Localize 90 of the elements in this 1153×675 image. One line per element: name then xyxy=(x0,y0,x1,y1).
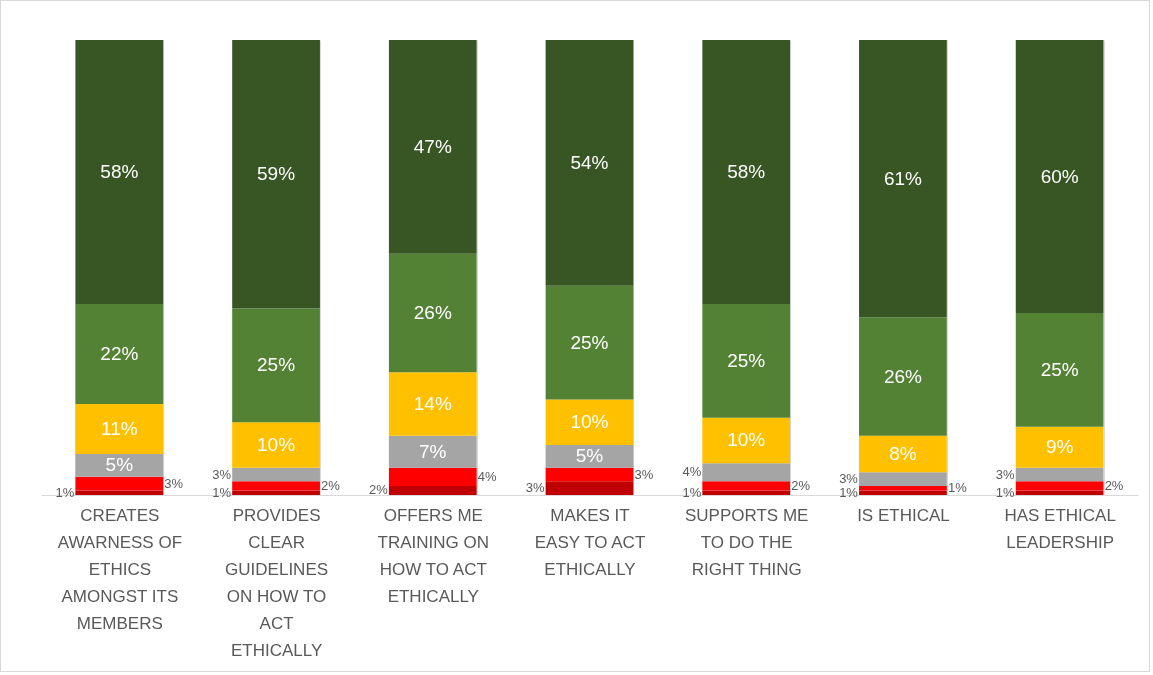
data-label: 8% xyxy=(889,443,917,465)
data-label: 26% xyxy=(883,365,923,387)
data-label: 11% xyxy=(101,418,138,440)
bar xyxy=(388,40,477,254)
bar xyxy=(232,308,320,423)
bar xyxy=(75,490,164,495)
bar xyxy=(702,490,791,495)
data-label: 2% xyxy=(791,477,811,493)
bar xyxy=(232,481,320,491)
bar xyxy=(859,317,947,436)
data-label: 54% xyxy=(570,151,609,173)
x-tick-label: PROVIDES CLEAR GUIDELINES ON HOW TO ACT ETHICALLY xyxy=(225,505,329,660)
bar xyxy=(232,422,320,468)
bar xyxy=(859,472,947,486)
data-label: 10% xyxy=(570,411,609,433)
data-label: 3% xyxy=(839,471,859,487)
bar xyxy=(702,463,791,482)
data-label: 47% xyxy=(413,135,452,157)
data-label: 61% xyxy=(883,167,923,189)
bar xyxy=(545,399,634,445)
bar xyxy=(1015,313,1104,427)
data-label: 2% xyxy=(321,477,341,493)
bar xyxy=(75,476,164,491)
data-label: 4% xyxy=(682,464,702,480)
x-tick-label: SUPPORTS ME TO DO THE RIGHT THING xyxy=(685,505,809,579)
data-label: 1% xyxy=(212,484,232,500)
data-label: 7% xyxy=(419,440,447,462)
data-label: 3% xyxy=(164,475,184,491)
data-label: 1% xyxy=(682,484,702,500)
data-label: 3% xyxy=(995,466,1016,482)
bar xyxy=(388,253,477,373)
data-label: 26% xyxy=(413,302,452,323)
bar xyxy=(545,40,634,286)
data-label: 4% xyxy=(477,468,498,484)
data-label: 58% xyxy=(100,160,139,182)
bar xyxy=(75,40,164,304)
bar xyxy=(75,404,164,455)
bar xyxy=(859,40,947,318)
data-label: 3% xyxy=(634,466,654,482)
bar xyxy=(232,40,320,309)
data-label: 1% xyxy=(947,480,968,496)
bar xyxy=(1015,481,1104,491)
x-tick-label: CREATES AWARNESS OF ETHICS AMONGST ITS MEMBERS xyxy=(57,505,183,633)
bar xyxy=(702,303,791,418)
bar xyxy=(545,285,634,400)
bar xyxy=(859,435,947,473)
bar xyxy=(1015,40,1104,313)
bar xyxy=(388,485,477,495)
data-label: 5% xyxy=(575,445,604,467)
bar xyxy=(388,467,477,486)
x-tick-label: MAKES IT EASY TO ACT ETHICALLY xyxy=(534,505,646,579)
data-label: 2% xyxy=(1104,477,1124,493)
bar xyxy=(702,481,791,491)
data-label: 59% xyxy=(257,163,296,185)
data-label: 10% xyxy=(257,433,296,455)
x-tick-label: HAS ETHICAL LEADERSHIP xyxy=(1004,505,1116,552)
x-tick-label: IS ETHICAL xyxy=(857,505,950,525)
bar xyxy=(388,372,477,436)
data-label: 2% xyxy=(368,482,389,498)
data-label: 25% xyxy=(570,331,609,353)
bar xyxy=(859,490,947,495)
data-label: 3% xyxy=(525,480,545,496)
data-label: 9% xyxy=(1045,436,1074,458)
data-label: 14% xyxy=(413,393,452,414)
x-tick-label: OFFERS ME TRAINING ON HOW TO ACT ETHICALLY xyxy=(377,505,490,606)
data-label: 1% xyxy=(55,484,75,500)
bar xyxy=(232,467,320,482)
data-label: 3% xyxy=(212,466,232,482)
data-label: 10% xyxy=(727,429,766,451)
data-label: 25% xyxy=(727,349,766,371)
bar xyxy=(1015,426,1104,468)
data-label: 60% xyxy=(1040,165,1079,187)
bar xyxy=(545,444,634,468)
data-label: 25% xyxy=(1040,358,1079,380)
bar xyxy=(545,481,634,495)
bar xyxy=(388,435,477,468)
data-label: 5% xyxy=(105,454,134,476)
data-label: 58% xyxy=(727,160,766,182)
bar xyxy=(75,303,164,404)
data-label: 25% xyxy=(257,354,296,376)
bar xyxy=(702,417,791,464)
bar xyxy=(702,40,791,304)
bar xyxy=(545,467,634,482)
bar xyxy=(75,454,164,477)
data-label: 22% xyxy=(100,342,139,364)
bar xyxy=(1015,490,1104,495)
data-label: 1% xyxy=(839,484,859,500)
bar xyxy=(232,490,320,495)
bar xyxy=(1015,467,1104,482)
data-label: 1% xyxy=(995,484,1016,500)
